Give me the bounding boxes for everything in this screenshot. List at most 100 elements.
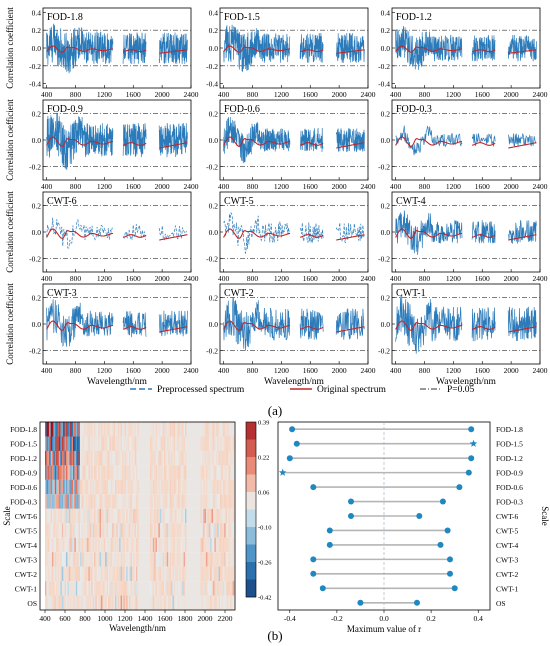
lollipop-min-point (310, 570, 317, 577)
heatmap-cell (182, 552, 184, 567)
heatmap-cell (217, 566, 219, 582)
heatmap-cell (155, 436, 158, 451)
heatmap-cell (206, 595, 208, 610)
heatmap-cell (155, 595, 158, 610)
original-series-line (336, 49, 365, 54)
x-tick-label: 2000 (155, 182, 170, 191)
x-tick-label: 800 (247, 366, 259, 375)
heatmap-cell (119, 523, 121, 538)
heatmap-cell (49, 494, 51, 509)
heatmap-cell (213, 552, 215, 567)
heatmap-cell (201, 479, 204, 495)
heatmap-cell (171, 494, 173, 509)
original-series-line (508, 234, 537, 241)
heatmap-cell (192, 479, 194, 495)
heatmap-cell (159, 479, 162, 495)
lollipop-chart: FOD-1.8FOD-1.5FOD-1.2FOD-0.9FOD-0.6FOD-0… (277, 421, 550, 634)
heatmap-row-label: FOD-0.9 (10, 469, 37, 478)
heatmap-cell (155, 479, 158, 495)
x-tick-label: 2400 (533, 182, 548, 191)
heatmap-cell (225, 450, 228, 466)
heatmap-cell (147, 436, 149, 451)
heatmap-cell (182, 479, 184, 495)
heatmap-cell (173, 552, 176, 567)
heatmap-cell (57, 494, 60, 509)
heatmap-cell (106, 566, 109, 582)
heatmap-cell (231, 422, 233, 437)
heatmap-cell (218, 581, 221, 596)
heatmap-cell (175, 465, 177, 480)
heatmap-cell (199, 465, 201, 480)
original-series-line (336, 326, 365, 333)
heatmap-cell (87, 537, 89, 553)
heatmap-cell (109, 422, 112, 437)
heatmap-cell (147, 508, 149, 524)
heatmap-cell (85, 595, 88, 610)
heatmap-row (45, 523, 235, 538)
heatmap-cell (179, 508, 182, 524)
heatmap-cell (74, 450, 77, 466)
heatmap-cell (225, 552, 228, 567)
heatmap-cell (185, 595, 187, 610)
heatmap-cell (92, 537, 95, 553)
heatmap-row-label: CWT-3 (15, 555, 37, 564)
heatmap-cell (75, 537, 78, 553)
original-series-line (472, 234, 496, 238)
heatmap-cell (141, 479, 144, 495)
heatmap-cell (215, 581, 218, 596)
heatmap-cell (47, 566, 50, 582)
original-series-line (508, 326, 537, 333)
heatmap-cell (105, 523, 107, 538)
heatmap-cell (224, 566, 226, 582)
heatmap-cell (140, 450, 142, 466)
heatmap-cell (199, 566, 201, 582)
heatmap-cell (95, 537, 98, 553)
heatmap-cell (162, 422, 165, 437)
heatmap-cell (66, 537, 68, 553)
heatmap-cell (61, 465, 64, 480)
heatmap-cell (63, 595, 65, 610)
heatmap-cell (140, 552, 142, 567)
x-tick-label: 1600 (303, 90, 318, 99)
heatmap-cell (84, 465, 86, 480)
lollipop-max-point (437, 541, 444, 548)
heatmap-cell (94, 479, 96, 495)
heatmap-cell (116, 581, 119, 596)
heatmap-cell (203, 479, 205, 495)
heatmap-cell (148, 422, 151, 437)
heatmap-cell (95, 436, 98, 451)
heatmap-cell (105, 479, 107, 495)
heatmap-cell (179, 465, 182, 480)
heatmap-cell (217, 436, 219, 451)
panel-cwt-5: CWT-5-0.20.00.2400 800 1200 1600 2000 2400 (206, 191, 376, 283)
heatmap-cell (115, 566, 117, 582)
heatmap-cell (161, 465, 163, 480)
heatmap-cell (122, 566, 124, 582)
heatmap-cell (196, 508, 198, 524)
heatmap-cell (73, 508, 75, 524)
heatmap-cell (115, 581, 117, 596)
heatmap-cell (178, 494, 180, 509)
heatmap-cell (102, 422, 105, 437)
heatmap-cell (154, 537, 156, 553)
heatmap-cell (173, 436, 176, 451)
heatmap-cell (129, 465, 131, 480)
heatmap-cell (232, 537, 235, 553)
heatmap-row-label: CWT-5 (15, 526, 37, 535)
panel-fod-0.3: FOD-0.3-0.20.00.2400 800 1200 1600 2000 2400 (378, 99, 548, 191)
heatmap-cell (186, 479, 189, 495)
heatmap-cell (80, 450, 82, 466)
x-tick-label: 800 (247, 274, 259, 283)
legend-item-0: Preprocessed spectrum (130, 385, 245, 395)
part-b-label: (b) (267, 628, 282, 643)
heatmap-cell (96, 465, 99, 480)
heatmap-cell (213, 422, 215, 437)
y-axis-label: Scale (2, 506, 12, 526)
heatmap-cell (151, 450, 154, 466)
preprocessed-series-line (299, 308, 324, 340)
heatmap-cell (152, 508, 155, 524)
heatmap-cell (221, 595, 224, 610)
heatmap-cell (228, 523, 231, 538)
heatmap-cell (201, 523, 204, 538)
heatmap-cell (116, 537, 119, 553)
